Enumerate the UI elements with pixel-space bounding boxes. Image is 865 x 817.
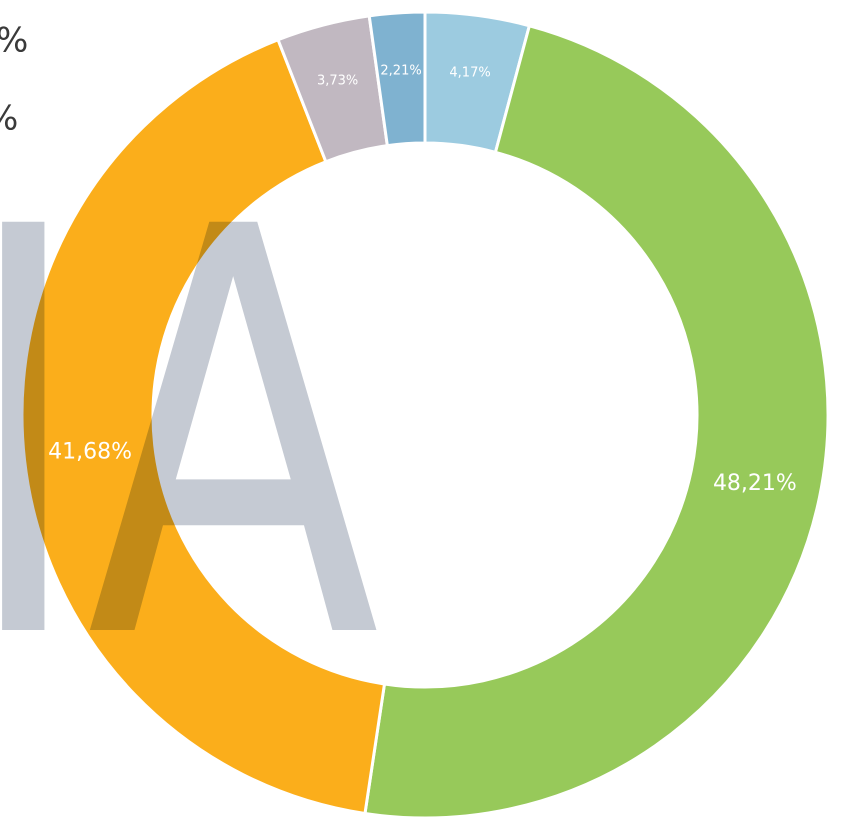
value-label: 4,17% (449, 65, 490, 80)
donut-slice (367, 10, 427, 148)
cropped-text: % (0, 99, 18, 139)
donut-slice (20, 37, 387, 816)
cropped-text: % (0, 21, 28, 61)
watermark: IA (0, 111, 381, 763)
value-label: 2,21% (380, 63, 421, 78)
donut-slice (363, 23, 830, 817)
value-label: 41,68% (48, 440, 132, 465)
value-label: 48,21% (713, 471, 797, 496)
donut: 4,17% 48,21% 41,68% 3,73% 2,21% (20, 10, 830, 817)
value-label: 3,73% (317, 74, 358, 89)
